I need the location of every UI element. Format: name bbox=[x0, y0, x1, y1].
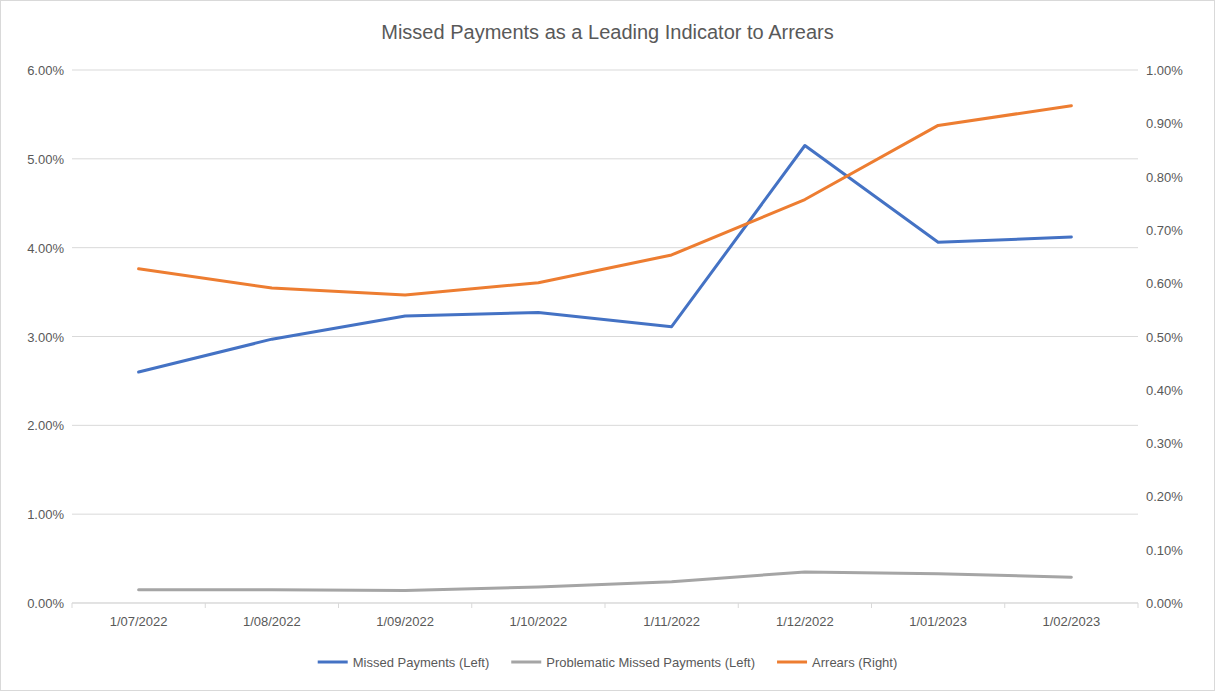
y2-tick-label: 0.60% bbox=[1146, 276, 1183, 291]
y-tick-label: 3.00% bbox=[27, 330, 64, 345]
x-tick bbox=[72, 603, 73, 608]
grid-line bbox=[72, 247, 1138, 248]
x-tick-label: 1/10/2022 bbox=[509, 614, 567, 629]
x-tick-label: 1/02/2023 bbox=[1042, 614, 1100, 629]
grid-line bbox=[72, 514, 1138, 515]
legend-label: Problematic Missed Payments (Left) bbox=[546, 655, 755, 670]
series-line bbox=[139, 106, 1072, 295]
x-tick bbox=[471, 603, 472, 608]
legend-swatch bbox=[318, 661, 348, 664]
legend: Missed Payments (Left) Problematic Missed… bbox=[318, 655, 898, 670]
y2-tick-label: 0.00% bbox=[1146, 596, 1183, 611]
y2-tick-label: 0.20% bbox=[1146, 489, 1183, 504]
x-tick-label: 1/11/2022 bbox=[643, 614, 700, 629]
grid-line bbox=[72, 425, 1138, 426]
y-tick-label: 2.00% bbox=[27, 418, 64, 433]
legend-swatch bbox=[777, 661, 807, 664]
y2-tick-label: 0.40% bbox=[1146, 383, 1183, 398]
y2-tick-label: 0.90% bbox=[1146, 116, 1183, 131]
x-tick-label: 1/09/2022 bbox=[376, 614, 434, 629]
legend-label: Missed Payments (Left) bbox=[353, 655, 490, 670]
y2-tick-label: 0.30% bbox=[1146, 436, 1183, 451]
series-line bbox=[139, 146, 1072, 373]
plot-area bbox=[139, 106, 1072, 591]
y2-tick-label: 0.70% bbox=[1146, 223, 1183, 238]
title: Missed Payments as a Leading Indicator t… bbox=[381, 21, 833, 43]
x-tick bbox=[605, 603, 606, 608]
y2-tick-label: 0.50% bbox=[1146, 330, 1183, 345]
grid-line bbox=[72, 70, 1138, 71]
series-line bbox=[139, 572, 1072, 591]
y-tick-label: 0.00% bbox=[27, 596, 64, 611]
chart-border bbox=[1, 1, 1215, 691]
x-tick-label: 1/07/2022 bbox=[110, 614, 168, 629]
chart: Missed Payments as a Leading Indicator t… bbox=[0, 0, 1215, 691]
y-tick-label: 1.00% bbox=[27, 507, 64, 522]
x-tick bbox=[338, 603, 339, 608]
x-tick bbox=[1138, 603, 1139, 608]
x-tick bbox=[871, 603, 872, 608]
x-tick-label: 1/08/2022 bbox=[243, 614, 301, 629]
legend-swatch bbox=[511, 661, 541, 664]
x-tick bbox=[205, 603, 206, 608]
grid-line bbox=[72, 158, 1138, 159]
y-tick-label: 4.00% bbox=[27, 241, 64, 256]
legend-label: Arrears (Right) bbox=[812, 655, 897, 670]
x-tick-label: 1/12/2022 bbox=[776, 614, 834, 629]
grid-line bbox=[72, 336, 1138, 337]
y-tick-label: 6.00% bbox=[27, 63, 64, 78]
y2-tick-label: 0.80% bbox=[1146, 170, 1183, 185]
y-tick-label: 5.00% bbox=[27, 152, 64, 167]
x-tick-label: 1/01/2023 bbox=[909, 614, 967, 629]
x-tick bbox=[1004, 603, 1005, 608]
x-tick bbox=[738, 603, 739, 608]
y2-tick-label: 1.00% bbox=[1146, 63, 1183, 78]
y2-tick-label: 0.10% bbox=[1146, 543, 1183, 558]
